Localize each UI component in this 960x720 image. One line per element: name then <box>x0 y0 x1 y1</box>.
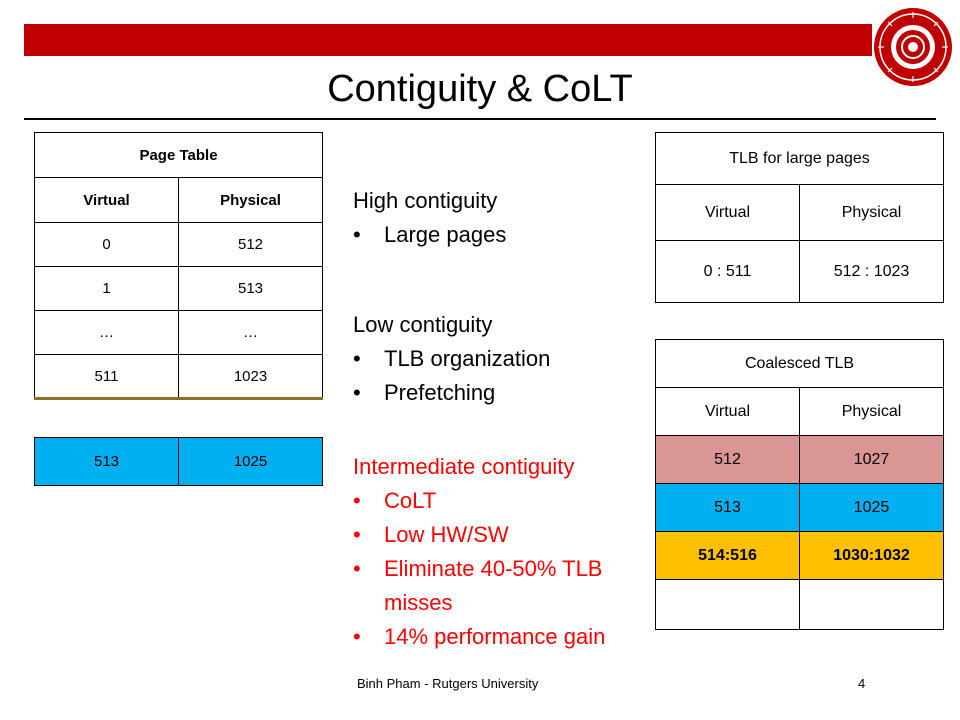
table-row: 0 512 <box>34 222 323 267</box>
table-cell: 513 <box>655 483 800 532</box>
table-cell: 1030:1032 <box>798 531 945 580</box>
slide-title: Contiguity & CoLT <box>327 68 633 110</box>
coalesced-col-virtual: Virtual <box>655 387 800 436</box>
coalesced-col-physical: Physical <box>798 387 945 436</box>
tlb-large-col-virtual: Virtual <box>655 184 800 241</box>
low-item: Prefetching <box>353 376 663 410</box>
table-cell: 512 <box>178 222 323 267</box>
footer-author: Binh Pham - Rutgers University <box>357 676 539 691</box>
table-row: 513 1025 <box>655 483 945 532</box>
low-item: TLB organization <box>353 342 663 376</box>
table-row: 512 1027 <box>655 435 945 484</box>
table-cell: 512 <box>655 435 800 484</box>
table-row <box>655 579 945 630</box>
table-cell: 511 <box>34 354 179 400</box>
table-cell: 513 <box>34 437 179 486</box>
table-row: 513 1025 <box>34 437 323 486</box>
title-divider <box>24 118 936 120</box>
header-bar <box>24 24 872 56</box>
page-table-heading: Page Table <box>34 132 323 178</box>
table-cell: 1027 <box>798 435 945 484</box>
table-row: 0 : 511 512 : 1023 <box>655 240 944 303</box>
table-cell <box>655 579 800 630</box>
table-row: 511 1023 <box>34 354 323 400</box>
tlb-large-pages-table: TLB for large pages Virtual Physical 0 :… <box>655 132 944 303</box>
mid-item: 14% performance gain <box>353 620 663 654</box>
high-contiguity-heading: High contiguity <box>353 188 498 213</box>
table-row: 514:516 1030:1032 <box>655 531 945 580</box>
table-row: … … <box>34 310 323 355</box>
tlb-large-heading: TLB for large pages <box>655 132 944 185</box>
page-table-col-virtual: Virtual <box>34 177 179 223</box>
high-item: Large pages <box>353 218 663 252</box>
coalesced-tlb-table: Coalesced TLB Virtual Physical 512 1027 … <box>654 339 945 630</box>
table-cell: 1 <box>34 266 179 311</box>
mid-item: Low HW/SW <box>353 518 663 552</box>
table-cell: 1025 <box>178 437 323 486</box>
page-table: Page Table Virtual Physical 0 512 1 513 … <box>34 132 323 400</box>
page-number: 4 <box>858 676 866 691</box>
intermediate-contiguity-heading: Intermediate contiguity <box>353 454 575 479</box>
table-cell: 514:516 <box>655 531 800 580</box>
contiguity-bullets: High contiguity Large pages Low contigui… <box>353 184 663 654</box>
table-row: 1 513 <box>34 266 323 311</box>
table-cell: 0 <box>34 222 179 267</box>
table-cell: 513 <box>178 266 323 311</box>
mid-item: Eliminate 40-50% TLB misses <box>353 552 654 620</box>
table-cell: … <box>34 310 179 355</box>
page-table-extra: 513 1025 <box>34 437 323 486</box>
university-seal-logo <box>874 8 952 86</box>
table-cell: 0 : 511 <box>655 240 800 303</box>
table-cell: 1025 <box>798 483 945 532</box>
coalesced-tlb-heading: Coalesced TLB <box>654 339 945 388</box>
table-cell: 512 : 1023 <box>799 240 944 303</box>
tlb-large-col-physical: Physical <box>799 184 944 241</box>
table-cell: … <box>178 310 323 355</box>
page-table-col-physical: Physical <box>178 177 323 223</box>
table-cell <box>798 579 945 630</box>
table-cell: 1023 <box>178 354 323 400</box>
low-contiguity-heading: Low contiguity <box>353 312 493 337</box>
mid-item: CoLT <box>353 484 663 518</box>
